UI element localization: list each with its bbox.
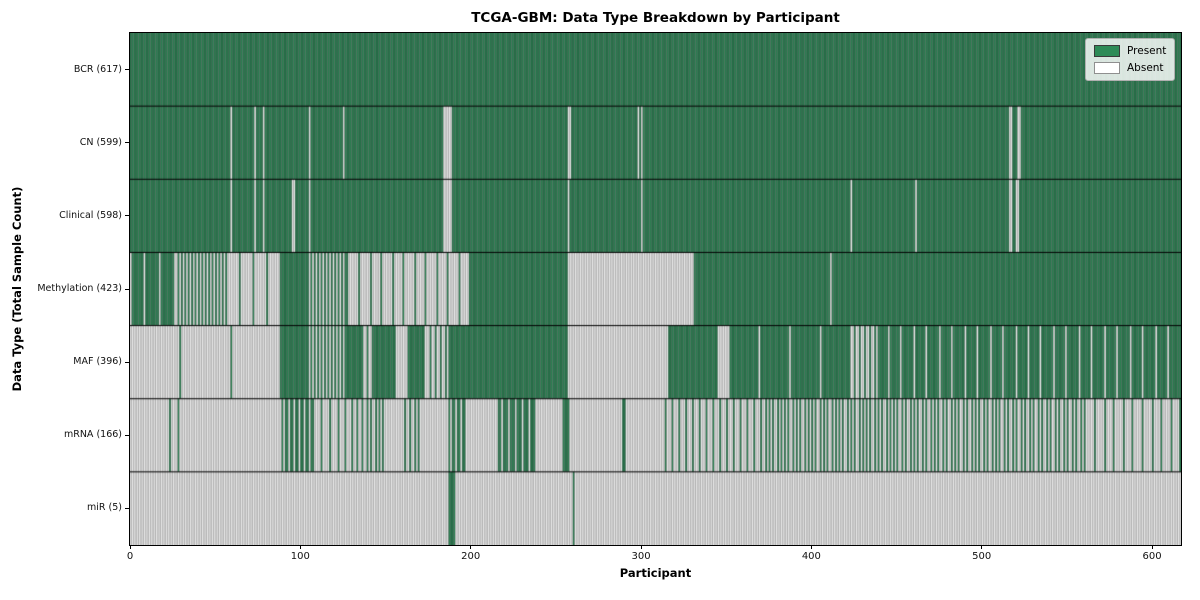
x-tick-mark	[1151, 545, 1153, 549]
y-tick-mark	[125, 434, 129, 436]
x-tick-label: 400	[801, 551, 821, 562]
legend-swatch-absent-icon	[1094, 62, 1120, 74]
y-tick-mark	[125, 142, 129, 144]
y-tick-label: MAF (396)	[73, 356, 122, 368]
legend-label: Present	[1127, 45, 1167, 57]
y-tick-mark	[125, 361, 129, 363]
legend: Present Absent	[1085, 38, 1176, 81]
y-tick-label: CN (599)	[79, 136, 122, 148]
x-tick-label: 100	[290, 551, 310, 562]
y-tick-label: Clinical (598)	[59, 209, 122, 221]
x-tick-label: 500	[972, 551, 992, 562]
x-tick-label: 600	[1142, 551, 1162, 562]
y-tick-label: mRNA (166)	[63, 429, 122, 441]
x-tick-mark	[470, 545, 472, 549]
x-tick-label: 300	[631, 551, 651, 562]
y-tick-label: Methylation (423)	[37, 283, 122, 294]
x-tick-mark	[810, 545, 812, 549]
y-tick-mark	[125, 288, 129, 290]
legend-item: Present	[1094, 45, 1166, 57]
plot-area	[129, 32, 1182, 546]
y-tick-label: BCR (617)	[73, 63, 122, 75]
legend-swatch-present-icon	[1094, 45, 1120, 57]
legend-label: Absent	[1127, 62, 1164, 74]
x-tick-mark	[640, 545, 642, 549]
chart-title: TCGA-GBM: Data Type Breakdown by Partici…	[471, 10, 840, 26]
y-tick-label: miR (5)	[87, 502, 122, 514]
y-tick-mark	[125, 215, 129, 217]
x-tick-mark	[129, 545, 131, 549]
x-tick-mark	[299, 545, 301, 549]
y-tick-mark	[125, 507, 129, 509]
y-tick-mark	[125, 69, 129, 71]
x-tick-label: 200	[461, 551, 481, 562]
x-tick-label: 0	[126, 551, 134, 562]
presence-matrix-canvas	[130, 33, 1181, 545]
x-tick-mark	[981, 545, 983, 549]
legend-item: Absent	[1094, 62, 1166, 74]
x-axis-label: Participant	[619, 566, 692, 580]
